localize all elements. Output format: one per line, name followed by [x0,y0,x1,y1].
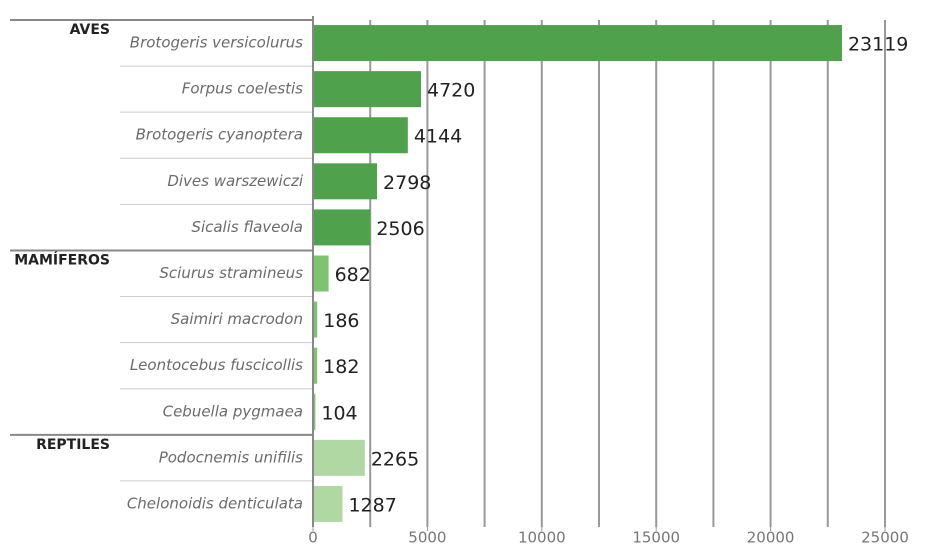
value-label: 186 [323,310,359,332]
value-label: 682 [335,264,371,286]
bar [313,347,318,384]
value-label: 4144 [414,126,462,148]
category-label: Brotogeris versicolurus [130,34,303,52]
value-label: 104 [321,402,357,424]
category-label: Podocnemis unifilis [159,448,303,466]
x-tick-label: 15000 [632,529,680,547]
category-label: Leontocebus fuscicollis [130,356,303,374]
bar [313,255,329,292]
category-label: Sicalis flaveola [191,218,303,236]
category-label: Brotogeris cyanoptera [136,126,303,144]
x-tick-label: 20000 [747,529,795,547]
bar [313,25,842,62]
category-label: Saimiri macrodon [171,310,303,328]
bar [313,163,378,200]
bar [313,485,343,522]
value-label: 1287 [348,494,396,516]
value-label: 4720 [427,80,475,102]
bar [313,393,316,430]
group-label: MAMÍFEROS [14,251,110,268]
category-label: Cebuella pygmaea [163,402,303,420]
x-tick-label: 0 [308,529,318,547]
value-label: 23119 [848,34,908,56]
bar [313,301,318,338]
group-label: AVES [70,22,110,38]
category-label: Sciurus stramineus [159,264,303,282]
bar [313,439,365,476]
value-label: 2265 [371,448,419,470]
x-tick-label: 25000 [861,529,909,547]
x-tick-label: 5000 [408,529,446,547]
value-label: 2798 [383,172,431,194]
bar [313,117,408,154]
value-label: 182 [323,356,359,378]
bar [313,209,371,246]
x-tick-label: 10000 [518,529,566,547]
group-label: REPTILES [36,437,110,453]
bar [313,71,421,108]
category-label: Dives warszewiczi [167,172,304,190]
value-label: 2506 [376,218,424,240]
category-label: Forpus coelestis [182,80,303,98]
category-label: Chelonoidis denticulata [127,494,303,512]
